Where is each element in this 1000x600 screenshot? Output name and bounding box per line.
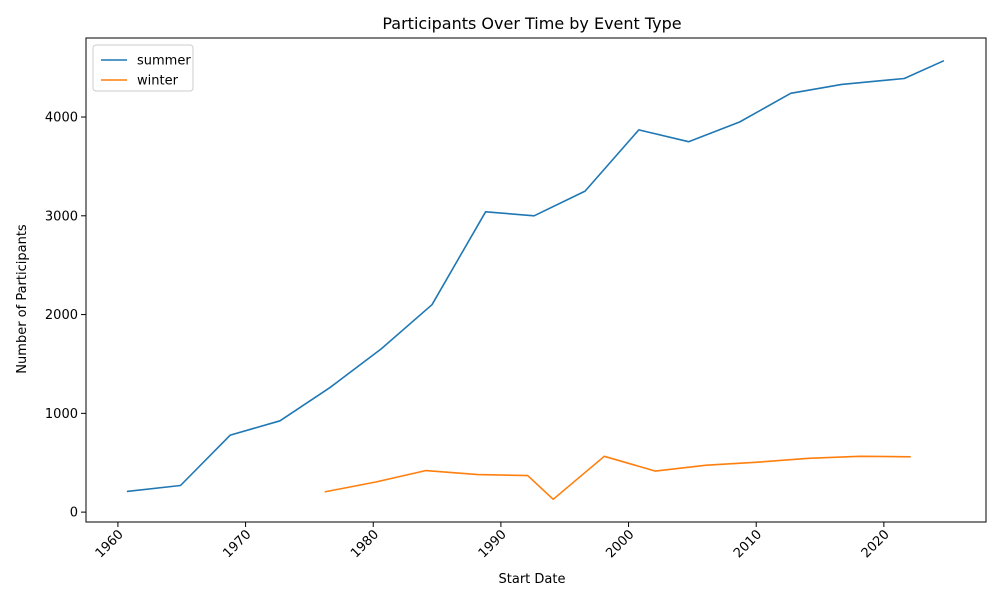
series-line-summer xyxy=(126,59,945,493)
series-line-winter xyxy=(324,455,911,501)
y-axis: 0 1000 2000 3000 4000 xyxy=(45,111,86,521)
chart-title: Participants Over Time by Event Type xyxy=(382,14,681,33)
y-tick-label: 4000 xyxy=(45,111,78,126)
legend-label-summer: summer xyxy=(137,54,191,69)
y-tick-label: 0 xyxy=(70,506,78,521)
y-axis-label: Number of Participants xyxy=(15,224,30,374)
plot-area xyxy=(126,59,945,501)
y-tick-label: 1000 xyxy=(45,407,78,422)
y-tick-label: 3000 xyxy=(45,209,78,224)
plot-frame xyxy=(85,37,987,523)
y-tick-label: 2000 xyxy=(45,308,78,323)
x-axis-label: Start Date xyxy=(499,572,566,587)
legend: summer winter xyxy=(92,44,194,92)
legend-label-winter: winter xyxy=(137,74,179,89)
